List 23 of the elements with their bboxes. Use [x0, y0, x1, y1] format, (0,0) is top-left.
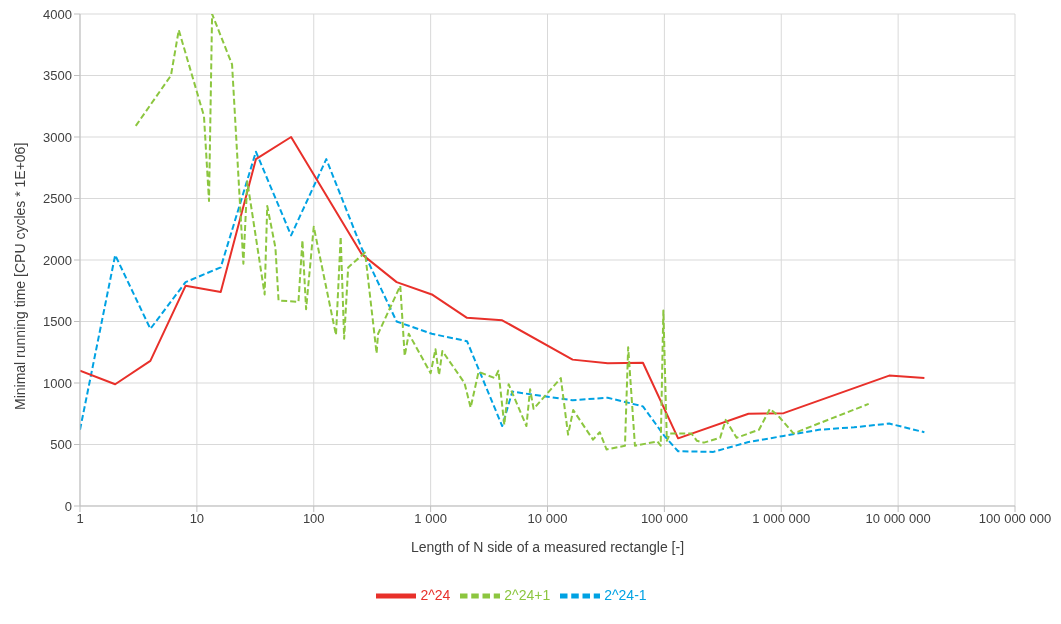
- legend-label: 2^24+1: [504, 586, 551, 603]
- y-tick-label: 3000: [43, 129, 72, 145]
- x-axis-title: Length of N side of a measured rectangle [-]: [410, 539, 685, 555]
- y-tick-label: 3500: [43, 68, 72, 84]
- x-tick-label: 1 000 000: [752, 511, 811, 527]
- x-tick-label: 100 000 000: [978, 511, 1052, 527]
- x-tick-label: 1: [76, 511, 84, 527]
- y-tick-label: 2500: [43, 191, 72, 207]
- y-tick-label: 1000: [43, 375, 72, 391]
- x-tick-label: 1 000: [414, 511, 447, 527]
- y-tick-label: 2000: [43, 252, 72, 268]
- y-tick-label: 0: [64, 498, 72, 514]
- y-tick-label: 500: [50, 437, 72, 453]
- y-axis-title: Minimal running time [CPU cycles * 1E+06]: [11, 142, 28, 410]
- legend-label: 2^24: [420, 586, 451, 603]
- x-tick-label: 10 000: [527, 511, 568, 527]
- x-tick-label: 100 000: [640, 511, 688, 527]
- y-tick-label: 1500: [43, 314, 72, 330]
- x-tick-label: 100: [302, 511, 325, 527]
- legend-label: 2^24-1: [604, 586, 647, 603]
- x-tick-label: 10 000 000: [865, 511, 931, 527]
- x-tick-label: 10: [189, 511, 205, 527]
- y-tick-label: 4000: [43, 6, 72, 22]
